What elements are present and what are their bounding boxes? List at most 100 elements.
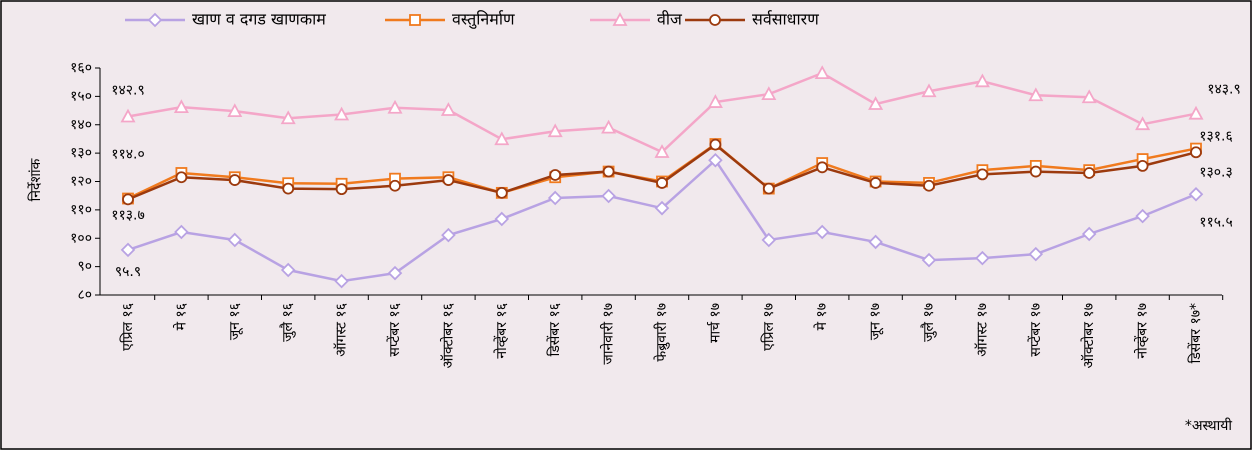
- data-point: [389, 179, 401, 192]
- data-point: [868, 234, 883, 250]
- data-point: [814, 65, 830, 80]
- data-point: [387, 99, 403, 114]
- data-point: [761, 86, 777, 101]
- data-point: [601, 188, 616, 204]
- data-point: [1028, 87, 1044, 102]
- x-tick-label: ऑगस्ट १७: [973, 303, 990, 357]
- x-tick-label: मार्च १७: [706, 303, 723, 343]
- y-tick-label: १६०: [70, 60, 92, 76]
- x-tick-label: जुलै १६: [279, 303, 296, 342]
- legend-label: वीज: [657, 10, 683, 29]
- x-tick-label: जानेवारी १७: [600, 303, 617, 365]
- data-point: [923, 179, 935, 192]
- x-tick-label: एप्रिल १७: [760, 303, 777, 351]
- x-tick-label: जून १६: [227, 303, 243, 340]
- x-tick-label: नोव्हेंबर १७: [1134, 303, 1151, 359]
- y-tick-label: ११०: [70, 202, 92, 218]
- data-point: [334, 106, 350, 121]
- x-tick-label: जून १७: [868, 303, 884, 340]
- data-point: [173, 99, 189, 114]
- data-point: [761, 232, 777, 248]
- data-point: [976, 168, 989, 181]
- legend-label: खाण व दगड खाणकाम: [192, 10, 326, 29]
- x-tick-label: नोव्हेंबर १६: [493, 303, 510, 359]
- data-label: ११३.७: [111, 207, 145, 223]
- data-point: [921, 252, 937, 268]
- y-tick-label: १००: [70, 230, 92, 246]
- x-tick-label: ऑक्टोबर १७: [1080, 303, 1097, 368]
- data-point: [1136, 159, 1149, 172]
- data-point: [227, 232, 243, 248]
- data-point: [547, 190, 563, 206]
- data-point: [442, 174, 455, 186]
- data-label: १४२.९: [111, 83, 145, 99]
- x-tick-label: सप्टेंबर १७: [1027, 303, 1044, 357]
- data-point: [335, 183, 348, 196]
- legend-marker: [409, 14, 421, 26]
- x-tick-label: ऑगस्ट १६: [333, 303, 350, 357]
- footnote: *अस्थायी: [1185, 417, 1233, 434]
- data-point: [1029, 165, 1042, 178]
- data-label: १४३.९: [1207, 82, 1241, 98]
- x-tick-label: ऑक्टोबर १६: [439, 303, 456, 368]
- data-point: [1190, 146, 1202, 159]
- data-point: [174, 224, 189, 240]
- data-point: [441, 227, 456, 243]
- data-point: [869, 177, 882, 189]
- data-point: [868, 96, 884, 110]
- data-label: १३१.६: [1199, 129, 1233, 145]
- x-tick-label: सप्टेंबर १६: [386, 303, 403, 357]
- data-point: [1135, 208, 1150, 224]
- data-point: [122, 193, 134, 206]
- legend-marker: [147, 12, 163, 28]
- data-point: [921, 83, 937, 98]
- data-point: [280, 262, 296, 278]
- data-point: [175, 171, 188, 184]
- data-point: [1188, 186, 1204, 202]
- data-point: [656, 177, 668, 189]
- data-point: [494, 131, 510, 146]
- x-tick-label: डिसेंबर १७*: [1187, 303, 1204, 363]
- data-point: [602, 165, 615, 178]
- data-point: [709, 138, 722, 151]
- data-point: [1081, 89, 1097, 104]
- data-point: [387, 265, 403, 281]
- data-point: [547, 123, 563, 138]
- data-label: १३०.३: [1199, 164, 1233, 180]
- data-point: [654, 144, 670, 158]
- data-point: [975, 250, 990, 266]
- data-point: [282, 182, 295, 195]
- data-point: [334, 273, 349, 289]
- legend-marker: [709, 14, 721, 26]
- y-axis-label: निर्देशांक: [27, 158, 44, 201]
- data-point: [974, 73, 990, 88]
- y-tick-label: १२०: [70, 174, 92, 190]
- data-point: [601, 119, 617, 134]
- x-tick-label: फेब्रुवारी १७: [653, 303, 670, 362]
- data-point: [280, 110, 296, 125]
- data-point: [120, 242, 136, 258]
- data-point: [1135, 116, 1151, 131]
- data-point: [120, 108, 136, 123]
- x-tick-label: एप्रिल १६: [119, 303, 136, 351]
- data-point: [654, 200, 670, 216]
- y-tick-label: १४०: [70, 117, 92, 133]
- data-label: ११५.५: [1199, 214, 1233, 230]
- x-tick-label: मे १७: [813, 303, 830, 330]
- data-point: [227, 103, 243, 118]
- legend-label: सर्वसाधारण: [752, 10, 819, 29]
- legend-marker: [612, 12, 628, 26]
- data-point: [440, 102, 456, 116]
- data-point: [494, 211, 510, 227]
- data-point: [708, 152, 723, 168]
- y-tick-label: १३०: [70, 145, 92, 161]
- data-point: [1083, 167, 1096, 179]
- data-point: [814, 224, 830, 240]
- data-label: ११४.०: [111, 147, 145, 163]
- y-tick-label: ९०: [77, 259, 92, 275]
- data-point: [228, 174, 241, 186]
- data-point: [1028, 246, 1044, 262]
- x-tick-label: जुलै १७: [920, 303, 937, 342]
